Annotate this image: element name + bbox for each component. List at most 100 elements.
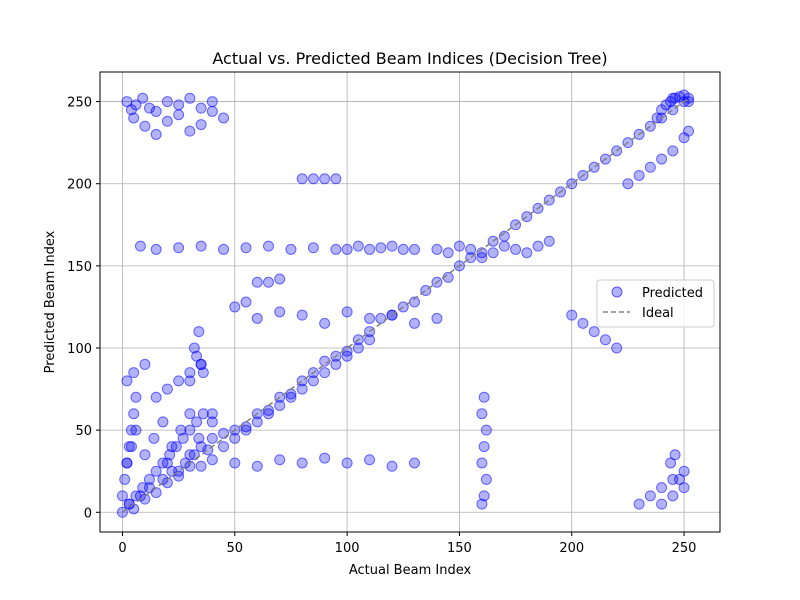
data-point xyxy=(130,424,142,436)
data-point xyxy=(218,243,230,255)
data-point xyxy=(195,102,207,114)
data-point xyxy=(197,408,209,420)
data-point xyxy=(532,240,544,252)
data-point xyxy=(240,296,252,308)
chart-title: Actual vs. Predicted Beam Indices (Decis… xyxy=(212,49,607,68)
data-point xyxy=(251,416,263,428)
data-point xyxy=(173,465,185,477)
data-point xyxy=(386,240,398,252)
data-point xyxy=(341,350,353,362)
data-point xyxy=(137,92,149,104)
data-point xyxy=(480,424,492,436)
y-axis-label: Predicted Beam Index xyxy=(43,230,58,373)
data-point xyxy=(296,173,308,185)
data-point xyxy=(678,465,690,477)
data-point xyxy=(611,342,623,354)
x-tick-label: 100 xyxy=(335,541,360,556)
y-tick-label: 100 xyxy=(67,342,92,357)
data-point xyxy=(656,482,668,494)
data-point xyxy=(319,367,331,379)
data-point xyxy=(134,240,146,252)
data-point xyxy=(307,173,319,185)
data-point xyxy=(119,473,131,485)
data-point xyxy=(148,432,160,444)
data-point xyxy=(262,408,274,420)
data-point xyxy=(206,408,218,420)
data-point xyxy=(296,457,308,469)
data-point xyxy=(121,375,133,387)
data-point xyxy=(588,326,600,338)
data-point xyxy=(150,487,162,499)
data-point xyxy=(274,306,286,318)
x-tick-label: 200 xyxy=(559,541,584,556)
data-point xyxy=(476,498,488,510)
data-point xyxy=(678,482,690,494)
data-point xyxy=(184,367,196,379)
data-point xyxy=(656,498,668,510)
data-point xyxy=(195,460,207,472)
data-point xyxy=(341,306,353,318)
data-point xyxy=(476,408,488,420)
data-point xyxy=(251,312,263,324)
data-point xyxy=(218,441,230,453)
data-point xyxy=(465,243,477,255)
data-point xyxy=(296,383,308,395)
data-point xyxy=(386,460,398,472)
data-point xyxy=(173,242,185,254)
data-point xyxy=(633,498,645,510)
data-point xyxy=(143,102,155,114)
data-point xyxy=(476,457,488,469)
data-point xyxy=(285,391,297,403)
data-point xyxy=(139,449,151,461)
data-point xyxy=(130,490,142,502)
x-tick-label: 150 xyxy=(447,541,472,556)
data-point xyxy=(319,173,331,185)
data-point xyxy=(206,454,218,466)
data-point xyxy=(669,449,681,461)
data-point xyxy=(319,317,331,329)
data-point xyxy=(431,312,443,324)
y-tick-label: 50 xyxy=(75,424,92,439)
data-point xyxy=(330,243,342,255)
data-point xyxy=(622,178,634,190)
data-point xyxy=(130,391,142,403)
data-point xyxy=(130,99,142,111)
x-tick-label: 0 xyxy=(118,541,126,556)
data-point xyxy=(408,317,420,329)
data-point xyxy=(128,367,140,379)
data-point xyxy=(150,243,162,255)
data-point xyxy=(128,112,140,124)
data-point xyxy=(193,432,205,444)
data-point xyxy=(307,242,319,254)
data-point xyxy=(177,432,189,444)
data-point xyxy=(251,276,263,288)
data-point xyxy=(157,416,169,428)
legend: Predicted Ideal xyxy=(596,279,715,328)
data-point xyxy=(150,391,162,403)
data-point xyxy=(364,334,376,346)
data-point xyxy=(218,427,230,439)
data-point xyxy=(206,432,218,444)
data-point xyxy=(206,96,218,108)
data-point xyxy=(123,441,135,453)
data-point xyxy=(341,243,353,255)
data-point xyxy=(599,334,611,346)
data-point xyxy=(431,243,443,255)
data-point xyxy=(665,457,677,469)
data-point xyxy=(188,342,200,354)
data-point xyxy=(442,247,454,259)
data-point xyxy=(375,242,387,254)
data-point xyxy=(296,309,308,321)
data-point xyxy=(173,99,185,111)
x-axis-ticks: 0 50 100 150 200 250 xyxy=(118,532,696,556)
data-point xyxy=(330,358,342,370)
data-point xyxy=(229,301,241,313)
data-point xyxy=(251,460,263,472)
data-point xyxy=(184,375,196,387)
data-point xyxy=(197,367,209,379)
data-point xyxy=(206,416,218,428)
data-point xyxy=(274,454,286,466)
data-point xyxy=(262,240,274,252)
y-axis-ticks: 0 50 100 150 200 250 xyxy=(67,96,100,521)
data-point xyxy=(285,243,297,255)
